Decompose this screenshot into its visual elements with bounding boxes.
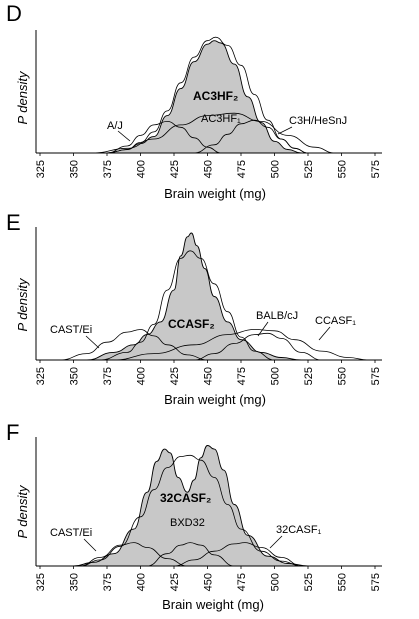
series-a-j-d xyxy=(106,120,221,154)
annotation-ccasf1: CCASF₁ xyxy=(315,315,356,327)
panel-e: E P density Brain weight (mg) 325 350 375 4… xyxy=(6,210,382,407)
tick-label-425-e: 425 xyxy=(169,367,181,385)
tick-label-575-e: 575 xyxy=(370,367,382,385)
panel-letter-e: E xyxy=(6,210,21,235)
y-axis-label-f: P density xyxy=(15,484,30,538)
leader-32casf1 xyxy=(269,535,283,549)
tick-label-525-d: 525 xyxy=(303,160,315,178)
x-ticks-e: 325 350 375 400 425 450 475 500 525 550 575 xyxy=(35,360,382,385)
annotation-bxd32: BXD32 xyxy=(170,517,205,529)
x-axis-label-f: Brain weight (mg) xyxy=(162,597,264,612)
annotation-ccasf2: CCASF₂ xyxy=(168,317,215,331)
annotation-ac3hf2: AC3HF₂ xyxy=(193,89,238,103)
tick-label-475-e: 475 xyxy=(236,367,248,385)
leader-aj xyxy=(117,130,131,142)
tick-label-500-e: 500 xyxy=(270,367,282,385)
tick-label-350-f: 350 xyxy=(69,573,81,591)
leader-balbcj xyxy=(257,321,269,337)
annotation-ac3hf1: AC3HF₁ xyxy=(201,113,241,125)
leader-c3hhesnj xyxy=(277,126,293,135)
x-axis-label-d: Brain weight (mg) xyxy=(164,186,266,201)
tick-label-475-d: 475 xyxy=(236,160,248,178)
x-axis-label-e: Brain weight (mg) xyxy=(164,392,266,407)
annotation-32casf1: 32CASF₁ xyxy=(276,524,322,536)
annotation-32casf2: 32CASF₂ xyxy=(160,491,211,505)
series-32casf-f xyxy=(173,542,302,567)
x-ticks-d: 325 350 375 400 425 450 475 500 525 550 575 xyxy=(35,153,382,178)
tick-label-550-f: 550 xyxy=(337,573,349,591)
series-bxd32-f xyxy=(147,542,235,567)
tick-label-375-f: 375 xyxy=(102,573,114,591)
leader-castei-f xyxy=(83,538,97,552)
tick-label-400-e: 400 xyxy=(136,367,148,385)
tick-label-450-d: 450 xyxy=(203,160,215,178)
annotation-aj: A/J xyxy=(107,120,123,132)
series-ac3hf-d xyxy=(93,112,335,154)
tick-label-400-f: 400 xyxy=(136,573,148,591)
annotation-castei-f: CAST/Ei xyxy=(50,527,92,539)
tick-label-500-d: 500 xyxy=(270,160,282,178)
tick-label-425-f: 425 xyxy=(169,573,181,591)
series-32casf-f xyxy=(73,445,309,567)
tick-label-450-f: 450 xyxy=(203,573,215,591)
series-cast-ei-f xyxy=(80,542,188,567)
x-ticks-f: 325 350 375 400 425 450 475 500 525 550 575 xyxy=(35,566,382,591)
panel-d: D P density Brain weight (mg) 325 350 375 4… xyxy=(6,1,382,201)
tick-label-400-d: 400 xyxy=(136,160,148,178)
plot-area-e xyxy=(60,232,369,361)
series-envelope-f xyxy=(80,454,302,567)
leader-ccasf1 xyxy=(318,326,331,341)
series-ccasf-e xyxy=(113,329,369,361)
tick-label-350-d: 350 xyxy=(69,160,81,178)
y-axis-label-e: P density xyxy=(15,277,30,331)
tick-label-525-e: 525 xyxy=(303,367,315,385)
series-envelope-e xyxy=(100,250,275,361)
plot-area-f xyxy=(73,445,309,567)
series-balb-cj-e xyxy=(194,332,322,361)
panel-letter-f: F xyxy=(6,420,19,445)
tick-label-375-d: 375 xyxy=(102,160,114,178)
plot-area-d xyxy=(93,36,335,154)
leader-castei-e xyxy=(85,335,100,349)
panel-letter-d: D xyxy=(6,1,22,26)
tick-label-375-e: 375 xyxy=(102,367,114,385)
tick-label-575-f: 575 xyxy=(370,573,382,591)
series-c3h-hesnj-d xyxy=(194,119,309,154)
tick-label-550-d: 550 xyxy=(337,160,349,178)
tick-label-500-f: 500 xyxy=(270,573,282,591)
series-ccasf-e xyxy=(86,232,302,361)
annotation-castei-e: CAST/Ei xyxy=(50,324,92,336)
annotation-c3hhesnj: C3H/HeSnJ xyxy=(289,115,347,127)
tick-label-425-d: 425 xyxy=(169,160,181,178)
tick-label-525-f: 525 xyxy=(303,573,315,591)
tick-label-350-e: 350 xyxy=(69,367,81,385)
tick-label-325-d: 325 xyxy=(35,160,47,178)
series-envelope-d xyxy=(106,36,309,154)
tick-label-575-d: 575 xyxy=(370,160,382,178)
tick-label-450-e: 450 xyxy=(203,367,215,385)
tick-label-325-e: 325 xyxy=(35,367,47,385)
tick-label-475-f: 475 xyxy=(236,573,248,591)
annotation-balbcj: BALB/cJ xyxy=(256,310,298,322)
tick-label-325-f: 325 xyxy=(35,573,47,591)
panel-f: F P density Brain weight (mg) 325 350 375 4… xyxy=(6,420,382,612)
y-axis-label-d: P density xyxy=(15,70,30,124)
series-cast-ei-e xyxy=(60,329,208,361)
tick-label-550-e: 550 xyxy=(337,367,349,385)
